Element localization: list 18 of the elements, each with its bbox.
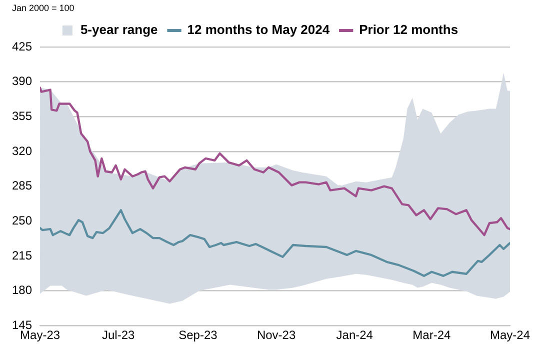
legend-label: 12 months to May 2024 — [187, 22, 330, 38]
y-tick-label: 250 — [12, 213, 32, 228]
x-tick-label: Nov-23 — [256, 328, 296, 342]
y-tick-label: 215 — [12, 248, 32, 262]
text: Jan 2000 = 100 — [12, 2, 74, 13]
y-tick-label: 355 — [12, 108, 32, 123]
y-tick-label: 425 — [12, 39, 32, 54]
x-tick-label: Sep-23 — [178, 328, 218, 342]
y-tick-label: 320 — [12, 144, 32, 158]
legend-label: 5-year range — [80, 22, 158, 38]
x-tick-label: Jan-24 — [336, 328, 374, 342]
y-tick-label: 285 — [12, 178, 32, 193]
x-tick-label: Mar-24 — [412, 328, 451, 342]
x-tick-label: May-24 — [490, 328, 530, 342]
y-tick-label: 180 — [12, 283, 32, 298]
legend-label: Prior 12 months — [359, 22, 458, 38]
y-tick-label: 390 — [12, 74, 32, 88]
x-tick-label: Jul-23 — [102, 328, 136, 342]
